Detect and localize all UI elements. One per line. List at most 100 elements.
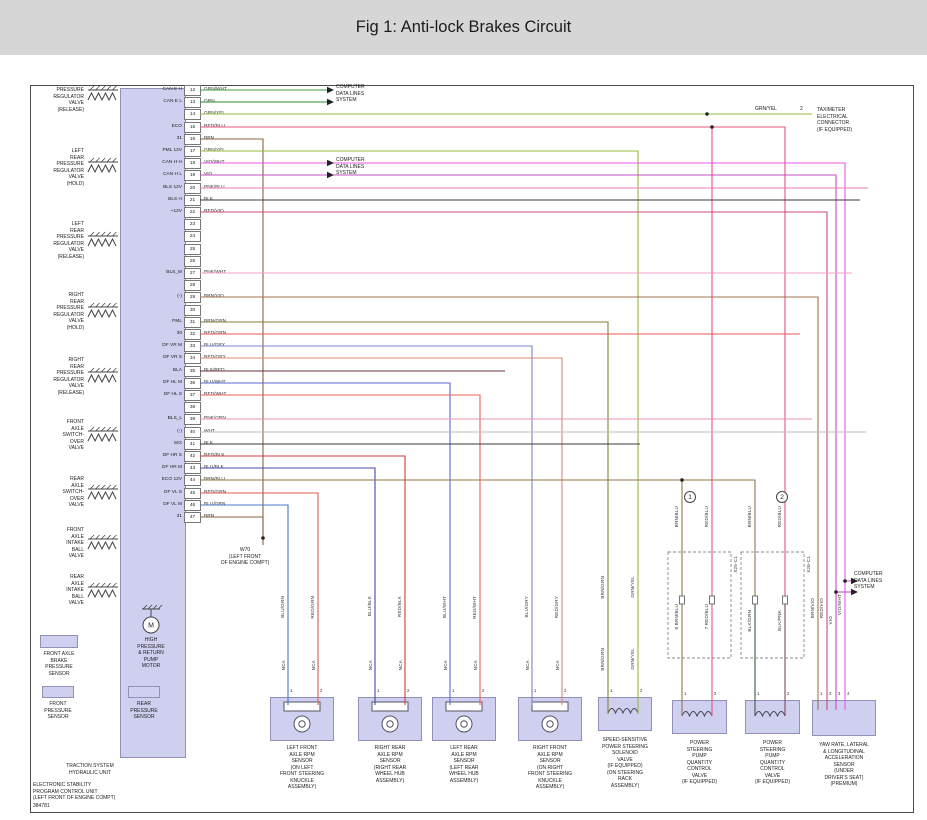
right-front-rpm-sensor <box>518 697 582 741</box>
connector-pin-number: 2 <box>640 688 643 693</box>
pin-terminal-box: 41 <box>184 439 201 450</box>
connector-pin-number: 2 <box>320 688 323 693</box>
pin-function-label: ECO <box>171 124 182 129</box>
yaw-rate-sensor-label: YAW RATE, LATERAL & LONGITUDINAL ACCELER… <box>819 742 869 787</box>
pin-wire-color-label: GRN/YEL <box>204 148 226 153</box>
pin-terminal-box: 19 <box>184 170 201 181</box>
vertical-wire-label: NCA <box>473 660 478 671</box>
pin-wire-color-label: RED/BLK <box>204 453 225 458</box>
rear-pressure-sensor <box>128 686 160 698</box>
vertical-wire-label: BRN/GRN <box>600 576 605 599</box>
left-front-rpm-sensor-label: LEFT FRONT AXLE RPM SENSOR (ON LEFT FRON… <box>279 745 325 790</box>
front-axle-brake-pressure-sensor <box>40 635 78 648</box>
vertical-wire-label: 7 RED/BLU <box>704 604 709 630</box>
vertical-wire-label: RED/VIO <box>819 598 824 619</box>
pin-wire-color-label: BRN/BLU <box>204 477 225 482</box>
esp-control-unit-block <box>120 88 186 758</box>
vertical-wire-label: NCA <box>555 660 560 671</box>
pin-wire-color-label: PNK/WHT <box>204 270 227 275</box>
computer-data-lines-3: COMPUTER DATA LINES SYSTEM <box>854 571 883 590</box>
vertical-wire-label: BRN/VIO <box>810 598 815 619</box>
pin-terminal-box: 21 <box>184 195 201 206</box>
vertical-wire-label: NCA <box>443 660 448 671</box>
pin-wire-color-label: RED/BLU <box>204 124 225 129</box>
pin-wire-color-label: RED/GRN <box>204 331 227 336</box>
pin-terminal-box: 32 <box>184 329 201 340</box>
vertical-wire-label: RED/BLU <box>704 506 709 528</box>
vertical-wire-label: NCA <box>311 660 316 671</box>
pin-wire-color-label: RED/WHT <box>204 392 227 397</box>
pin-function-label: 30 <box>176 331 182 336</box>
ps-pump-quantity-control-valve-1 <box>672 700 727 734</box>
pin-function-label: PML <box>172 319 182 324</box>
vertical-wire-label: GRN/YEL <box>630 576 635 598</box>
connector-pin-number: 2 <box>564 688 567 693</box>
connector-pin-number: 1 <box>757 691 760 696</box>
pin-wire-color-label: BLK <box>204 441 214 446</box>
pin-terminal-box: 28 <box>184 280 201 291</box>
pin-function-label: +12V <box>170 209 182 214</box>
pin-function-label: DF VL S <box>164 490 182 495</box>
pin-terminal-box: 18 <box>184 158 201 169</box>
pin-terminal-box: 43 <box>184 463 201 474</box>
vertical-wire-label: BLU/BLK <box>367 596 372 617</box>
pin-wire-color-label: BLU/GRY <box>204 343 225 348</box>
pin-function-label: (-) <box>177 429 182 434</box>
pin-terminal-box: 39 <box>184 414 201 425</box>
figure-title-bar: Fig 1: Anti-lock Brakes Circuit <box>0 0 927 55</box>
pin-function-label: ECO 12V <box>161 477 182 482</box>
pin-function-label: BLS_M <box>166 270 182 275</box>
pin-terminal-box: 12 <box>184 85 201 96</box>
connector-pin-number: 4 <box>847 691 850 696</box>
vertical-wire-label: NCA <box>281 660 286 671</box>
pin-function-label: 31 <box>176 136 182 141</box>
pin-function-label: DF VR S <box>163 355 182 360</box>
pin-terminal-box: 33 <box>184 341 201 352</box>
valve-label: PRESSURE REGULATOR VALVE (RELEASE) <box>53 87 84 113</box>
pin-function-label: (-) <box>177 294 182 299</box>
vertical-wire-label: BLK/PNK <box>777 610 782 631</box>
pin-wire-color-label: BLK/RED <box>204 368 225 373</box>
pin-wire-color-label: RED/GRN <box>204 490 227 495</box>
vertical-wire-label: GRN/YEL <box>630 648 635 670</box>
connector-pin-number: 2 <box>714 691 717 696</box>
vertical-wire-label: NCA <box>398 660 403 671</box>
pin-wire-color-label: GRN/YEL <box>204 111 226 116</box>
vertical-wire-label: BLK/GRN <box>747 610 752 632</box>
left-front-rpm-sensor <box>270 697 334 741</box>
figure-title: Fig 1: Anti-lock Brakes Circuit <box>355 18 572 36</box>
ground-w70: W70 (LEFT FRONT OF ENGINE COMPT) <box>220 547 270 566</box>
vertical-wire-label: VIO <box>828 616 833 625</box>
pin-wire-color-label: BLK <box>204 197 214 202</box>
ps-pump-quantity-control-valve-2-label: POWER STEERING PUMP QUANTITY CONTROL VAL… <box>754 740 790 785</box>
front-pressure-sensor <box>42 686 74 698</box>
pin-terminal-box: 36 <box>184 378 201 389</box>
left-rear-rpm-sensor <box>432 697 496 741</box>
pin-wire-color-label: BRN/GRN <box>204 319 227 324</box>
pin-function-label: BLS_L <box>167 416 182 421</box>
pin-terminal-box: 27 <box>184 268 201 279</box>
right-rear-rpm-sensor <box>358 697 422 741</box>
connector-pin-number: 2 <box>407 688 410 693</box>
pin-terminal-box: 17 <box>184 146 201 157</box>
pin-terminal-box: 46 <box>184 500 201 511</box>
pin-terminal-box: 20 <box>184 183 201 194</box>
pin-function-label: CAN E L <box>163 99 182 104</box>
pin-terminal-box: 40 <box>184 427 201 438</box>
taximeter-pin-2: 2 <box>800 106 803 112</box>
vertical-wire-label: X26-C1 <box>806 556 811 573</box>
vertical-wire-label: X25-C1 <box>733 556 738 573</box>
pin-terminal-box: 30 <box>184 305 201 316</box>
pin-terminal-box: 31 <box>184 317 201 328</box>
computer-data-lines-2: COMPUTER DATA LINES SYSTEM <box>336 157 365 176</box>
connector-pin-number: 1 <box>534 688 537 693</box>
speed-sensitive-ps-solenoid-valve-label: SPEED-SENSITIVE POWER STEERING SOLENOID … <box>602 737 648 789</box>
yaw-rate-sensor <box>812 700 876 736</box>
pin-terminal-box: 29 <box>184 292 201 303</box>
vertical-wire-label: BLU/GRN <box>280 596 285 618</box>
wire-label-grn-yel: GRN/YEL <box>755 106 777 112</box>
pump-motor-label: HIGH PRESSURE & RETURN PUMP MOTOR <box>137 637 165 669</box>
pin-wire-color-label: BLU/GRN <box>204 502 226 507</box>
pin-terminal-box: 13 <box>184 97 201 108</box>
pin-wire-color-label: VIO <box>204 172 213 177</box>
